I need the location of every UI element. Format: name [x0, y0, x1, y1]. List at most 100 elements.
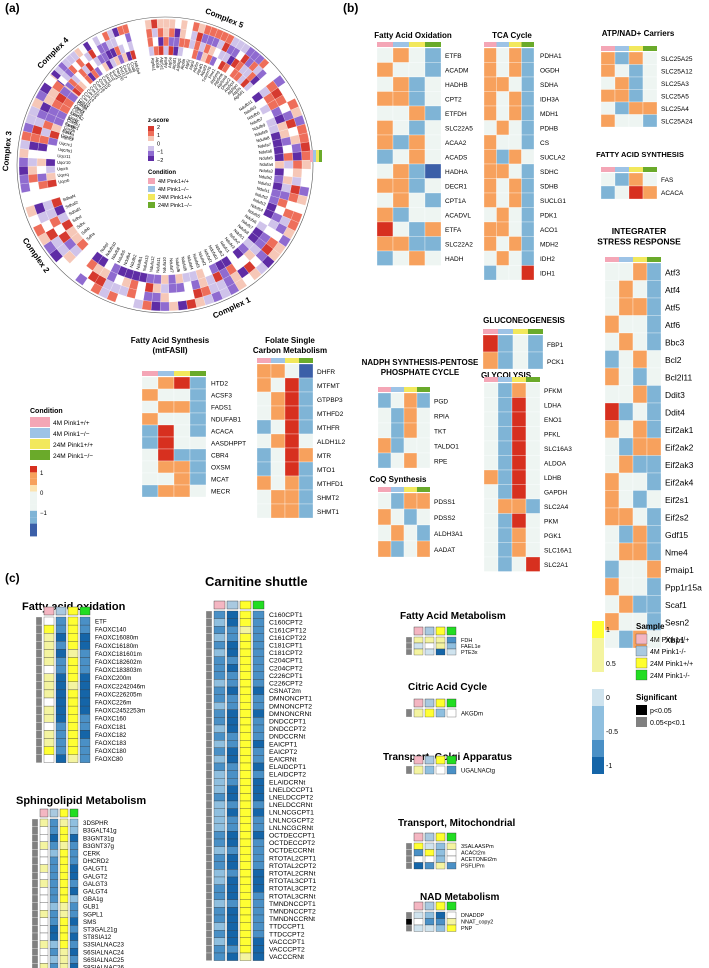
- heatmap-cell: [39, 841, 49, 850]
- heatmap-cell: [424, 849, 435, 857]
- heatmap-cell: [67, 754, 79, 763]
- heatmap-significance-cell: [35, 641, 43, 650]
- heatmap-cell: [141, 424, 159, 438]
- heatmap-cell: [508, 149, 522, 165]
- circos-sector-c3: UqcrbUqcrqUqcrhUqcr10Uqcr11Uqcrfs1Uqcrc1…: [1, 74, 90, 193]
- heatmap-row-label: C204CPT2: [269, 665, 303, 672]
- heatmap-significance-cell: [205, 793, 213, 802]
- heatmap-cell: [39, 963, 49, 968]
- heatmap-significance-cell: [205, 854, 213, 862]
- heatmap-cell: [483, 426, 499, 442]
- heatmap-significance-cell: [205, 884, 213, 893]
- heatmap-condition-header: [55, 606, 67, 616]
- heatmap-cell: [497, 440, 513, 456]
- heatmap-cell: [252, 945, 265, 954]
- heatmap-cell: [157, 460, 175, 474]
- heatmap-significance-cell: [31, 932, 39, 941]
- heatmap-cell: [79, 665, 91, 674]
- heatmap-cell: [239, 914, 252, 923]
- heatmap-significance-cell: [35, 730, 43, 739]
- circos-sector-c1: Ndufb11Ndufb3Ndufb6Ndufb7Ndufb9Ndufa9Ndu…: [74, 74, 312, 320]
- circos-cell: [292, 151, 303, 161]
- circos-legend-swatch: [148, 146, 154, 151]
- legend-a: Condition 4M Pink1+/+ 4M Pink1−/− 24M Pink1…: [30, 408, 93, 537]
- heatmap-cell: [213, 808, 226, 817]
- heatmap-significance-cell: [35, 754, 43, 763]
- heatmap-cell: [632, 472, 648, 491]
- heatmap-cell: [69, 894, 79, 903]
- circos-cell: [163, 27, 170, 38]
- legend-c-tick: -1: [606, 763, 612, 770]
- heatmap-row-label: FAEL1e: [461, 644, 481, 650]
- heatmap-cell: [642, 51, 658, 65]
- circos-gene-label: Ndufs6: [244, 213, 258, 225]
- heatmap-cell: [376, 207, 394, 223]
- circos-cell: [20, 182, 31, 193]
- heatmap-row-label: PDHA1: [540, 53, 562, 60]
- heatmap-cell: [157, 400, 175, 414]
- heatmap-condition-header: [142, 371, 158, 376]
- heatmap-cell: [403, 437, 418, 454]
- heatmap-cell: [632, 560, 648, 579]
- circos-gene-label: Ndufb6: [246, 110, 261, 121]
- heatmap-tca: TCA Cycle PDHA1 OGDH SDHA IDH3A MDH1 PDHB CS SUC…: [483, 31, 566, 281]
- heatmap-cell: [239, 755, 252, 764]
- heatmap-row-label: Eif2ak4: [665, 477, 694, 487]
- heatmap-row-label: SMS: [83, 919, 96, 926]
- heatmap-cell: [270, 377, 286, 393]
- heatmap-cell: [376, 91, 394, 107]
- legend-a-gradient: [30, 472, 37, 479]
- heatmap-cell: [496, 134, 510, 150]
- heatmap-cell: [270, 447, 286, 463]
- heatmap-cell: [446, 849, 457, 857]
- heatmap-cell: [213, 816, 226, 824]
- circos-cell: [152, 37, 159, 47]
- heatmap-cell: [49, 872, 59, 880]
- legend-a-gradient: [30, 466, 37, 473]
- heatmap-cell: [482, 334, 499, 353]
- heatmap-row-label: IDH1: [540, 271, 555, 278]
- heatmap-cell: [256, 475, 272, 491]
- heatmap-row-label: VACCCRNt: [269, 954, 304, 961]
- heatmap-cell: [632, 455, 648, 474]
- heatmap-cell: [67, 641, 79, 650]
- heatmap-cell: [632, 280, 648, 299]
- heatmap-cell: [497, 498, 513, 514]
- circos-gene-label: Uqcr10: [57, 160, 71, 165]
- heatmap-cell: [646, 455, 662, 474]
- heatmap-cell: [173, 400, 191, 414]
- heatmap-cell: [226, 717, 239, 726]
- heatmap-cell: [213, 793, 226, 802]
- circos-gene-label: Coa6: [129, 62, 137, 74]
- circos-gene-label: Atpaf1: [195, 62, 204, 76]
- heatmap-cell: [239, 854, 252, 862]
- heatmap-cell: [496, 47, 510, 63]
- circos-legend-swatch: [148, 131, 154, 136]
- heatmap-cell: [55, 689, 67, 699]
- heatmap-cell: [59, 955, 69, 964]
- heatmap-cell: [239, 671, 252, 680]
- heatmap-cell: [239, 664, 252, 672]
- heatmap-cell: [390, 452, 405, 469]
- heatmap-cell: [604, 385, 620, 404]
- heatmap-cell: [521, 163, 535, 179]
- heatmap-cell: [392, 178, 410, 194]
- heatmap-cell: [213, 831, 226, 840]
- heatmap-title: FATTY ACID SYNTHESIS: [596, 150, 684, 159]
- heatmap-row-label: OGDH: [540, 68, 560, 75]
- heatmap-cell: [521, 105, 535, 121]
- heatmap-row-label: S8SIALNAC26: [83, 964, 124, 968]
- heatmap-cell: [252, 907, 265, 916]
- heatmap-cell: [525, 411, 541, 427]
- heatmap-cell: [390, 407, 405, 424]
- circos-gene-label: Sdhaf1: [68, 206, 83, 217]
- heatmap-cell: [525, 484, 541, 500]
- heatmap-cell: [69, 940, 79, 949]
- heatmap-significance-cell: [405, 636, 413, 644]
- heatmap-cell: [646, 367, 662, 386]
- heatmap-row-label: Nme4: [665, 547, 688, 557]
- heatmap-cell: [521, 149, 535, 165]
- heatmap-cell: [446, 862, 457, 870]
- heatmap-cell: [239, 633, 252, 642]
- heatmap-cell: [69, 849, 79, 858]
